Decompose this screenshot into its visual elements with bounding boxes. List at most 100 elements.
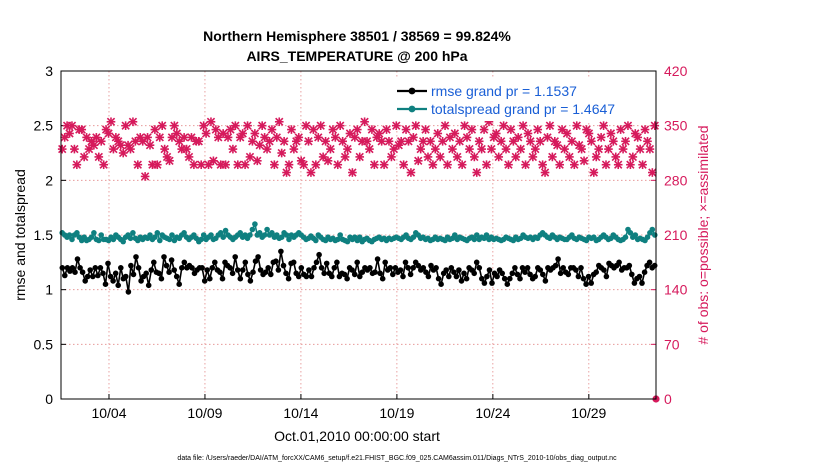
rmse-point (405, 265, 411, 271)
obs-point (201, 129, 211, 138)
rmse-point (179, 265, 185, 271)
obs-point (567, 136, 577, 146)
obs-point (518, 121, 528, 130)
rmse-point (359, 269, 366, 276)
obs-point (109, 144, 118, 154)
rmse-point (351, 271, 358, 278)
obs-point (535, 136, 545, 146)
obs-point (406, 168, 416, 177)
obs-point (350, 133, 360, 142)
obs-point (170, 121, 179, 130)
spread-point (278, 234, 285, 240)
rmse-point (255, 254, 261, 260)
rmse-point (631, 280, 638, 286)
rmse-point (77, 265, 83, 271)
obs-point (528, 152, 538, 162)
rmse-point (390, 271, 396, 278)
legend-box (392, 79, 648, 121)
obs-point (560, 144, 569, 154)
obs-point (182, 144, 191, 154)
rmse-point (537, 267, 544, 273)
rmse-point (601, 267, 607, 273)
spread-point (269, 230, 275, 236)
obs-point (65, 129, 74, 138)
obs-point (96, 136, 106, 146)
obs-point (343, 144, 352, 154)
x-tick-label: 10/14 (283, 405, 318, 421)
obs-point (613, 160, 623, 170)
obs-point (233, 160, 243, 170)
obs-point (606, 129, 616, 138)
rmse-point (232, 254, 238, 260)
obs-point (384, 136, 394, 146)
spread-point (264, 226, 270, 233)
obs-point (194, 136, 204, 146)
obs-point (179, 133, 189, 142)
obs-point (328, 125, 338, 134)
rmse-point (97, 265, 104, 271)
obs-point (584, 129, 594, 138)
rmse-point (145, 282, 152, 289)
obs-point (491, 129, 501, 138)
obs-point (545, 121, 555, 130)
obs-point (211, 125, 221, 134)
rmse-point (331, 265, 338, 271)
rmse-point (555, 256, 561, 262)
x-tick-label: 10/19 (379, 405, 414, 421)
obs-point (155, 133, 165, 142)
obs-point (160, 144, 169, 154)
spread-point (249, 226, 256, 233)
rmse-point (397, 267, 404, 273)
spread-point (237, 230, 243, 236)
obs-point (309, 125, 318, 134)
rmse-point (92, 265, 99, 271)
y-right-tick-label: 210 (664, 227, 688, 243)
series-layer (57, 117, 660, 403)
obs-point (289, 144, 299, 154)
rmse-point (110, 278, 116, 284)
obs-point (430, 144, 440, 154)
obs-point (433, 129, 443, 138)
obs-point (213, 133, 223, 142)
rmse-point (446, 273, 452, 280)
rmse-point (166, 269, 172, 276)
rmse-point (379, 275, 386, 282)
obs-point (501, 144, 511, 154)
rmse-point (84, 273, 91, 280)
rmse-point (130, 271, 137, 278)
obs-point (318, 152, 328, 162)
obs-point (455, 136, 465, 146)
obs-point (335, 121, 345, 130)
y-left-tick-label: 2 (45, 172, 53, 188)
rmse-point (323, 260, 330, 267)
obs-point (321, 136, 330, 146)
rmse-point (227, 265, 233, 271)
rmse-point (265, 265, 272, 271)
obs-point (248, 136, 257, 146)
rmse-point (428, 262, 434, 269)
obs-point (187, 133, 196, 142)
obs-point (416, 144, 426, 154)
legend-rmse-marker (408, 87, 416, 95)
rmse-point (357, 273, 363, 280)
rmse-point (189, 265, 195, 271)
obs-point (99, 160, 108, 170)
rmse-point (374, 256, 381, 262)
rmse-point (471, 270, 478, 277)
obs-point (348, 168, 357, 177)
rmse-point (181, 259, 188, 266)
spread-point (157, 237, 163, 244)
obs-point (252, 156, 262, 166)
obs-point (89, 140, 99, 150)
spread-point (69, 236, 75, 243)
rmse-point (240, 267, 246, 273)
obs-point (533, 125, 543, 134)
rmse-point (641, 269, 648, 276)
y-right-tick-label: 350 (664, 118, 688, 134)
rmse-point (321, 270, 328, 277)
obs-point (150, 125, 160, 134)
spread-point (98, 232, 104, 238)
obs-point (428, 160, 438, 170)
obs-point (118, 148, 128, 158)
